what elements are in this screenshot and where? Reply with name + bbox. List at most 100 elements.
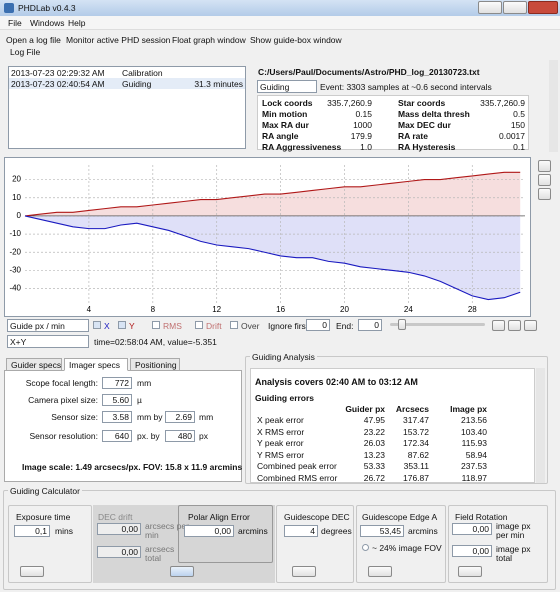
checkbox[interactable] [118,321,126,329]
minus-button[interactable] [508,320,521,331]
end-label: End: [336,321,354,331]
calc-input-box[interactable] [452,545,492,557]
calc-input-box[interactable] [97,523,141,535]
row-value: 172.34 [403,438,429,448]
ignore-spinner: 0 [322,320,327,330]
checkbox-label[interactable]: RMS [163,321,182,331]
calc-input: 0,1 [35,526,47,536]
checkbox-label[interactable]: Drift [206,321,222,331]
plus-button[interactable] [492,320,505,331]
log-time[interactable]: 2013-07-23 02:40:54 AM [11,79,105,89]
spec-input-box[interactable] [102,377,132,389]
tab[interactable] [130,358,180,371]
row-value: 115.93 [461,438,487,448]
slider-track[interactable] [390,323,485,326]
toolbar-button[interactable]: Monitor active PHD session [66,35,171,45]
tab[interactable] [6,358,62,371]
y-tick-label: 10 [12,193,21,202]
checkbox[interactable] [152,321,160,329]
calc-button[interactable] [292,566,316,577]
end-spinner-box[interactable] [358,319,382,331]
calc-title: Polar Align Error [188,512,250,522]
spec-input-box[interactable] [102,411,132,423]
section-dropdown-text[interactable]: Guiding [260,82,290,92]
checkbox-label[interactable]: Y [129,321,135,331]
calc-button[interactable] [170,566,194,577]
row-value: 353.11 [403,461,429,471]
calc-input-box[interactable] [284,525,318,537]
tab-label[interactable]: Imager specs [69,360,121,370]
axis-dropdown-text[interactable]: X+Y [10,337,27,347]
series-area [25,215,521,300]
spec-input-box[interactable] [102,394,132,406]
toolbar-button[interactable]: Float graph window [172,35,246,45]
minus-button[interactable] [524,320,537,331]
spec-input: 640 [114,431,129,441]
calc-input: 0,00 [472,524,489,534]
param-label: Star coords [398,98,446,108]
tab-label[interactable]: Guider specs [11,360,62,370]
ignore-label: Ignore first: [268,321,311,331]
calc-input-box[interactable] [97,546,141,558]
close-button[interactable] [528,1,558,14]
log-event[interactable]: Guiding [122,79,152,89]
calc-input-box[interactable] [184,525,234,537]
spec-unit: px. by [137,431,160,441]
menu-item[interactable]: File [8,18,22,28]
calc-button[interactable] [20,566,44,577]
spec-label: Camera pixel size: [28,395,98,405]
chart: 20 10 0 -10 -20 -30 -40 4 8 12 16 20 24 28 [9,165,525,314]
toolbar-button[interactable]: Show guide-box window [250,35,342,45]
checkbox-label[interactable]: X [104,321,110,331]
log-event[interactable]: Calibration [122,68,163,78]
calc-input: 53,45 [379,526,401,536]
checkbox[interactable] [93,321,101,329]
menu-item[interactable]: Help [68,18,86,28]
calc-input-box[interactable] [14,525,50,537]
mode-dropdown[interactable] [7,319,89,332]
param-label: Lock coords [262,98,313,108]
scrollbar[interactable] [549,60,558,152]
tab[interactable] [64,358,128,371]
ignore-spinner-box[interactable] [306,319,330,331]
calc-unit: arcmins [238,526,268,536]
calc-button[interactable] [368,566,392,577]
param-label: Mass delta thresh [398,109,470,119]
zoom-in-button[interactable] [538,160,551,172]
spec-input-box[interactable] [165,411,195,423]
toolbar-button[interactable]: Open a log file [6,35,61,45]
tab-label[interactable]: Positioning [135,360,177,370]
spec-input: 772 [114,378,129,388]
zoom-out-button[interactable] [538,188,551,200]
selected-row[interactable] [9,78,245,89]
row-value: 103.40 [461,426,487,437]
zoom-fit-button[interactable] [538,174,551,186]
calc-input: 0,00 [472,546,489,556]
calc-input-box[interactable] [360,525,404,537]
calc-panel [178,505,273,563]
spec-input-box[interactable] [102,430,132,442]
checkbox[interactable] [230,321,238,329]
checkbox[interactable] [195,321,203,329]
section-dropdown[interactable] [257,80,317,93]
end-spinner: 0 [374,320,379,330]
analysis-scrollbar[interactable] [536,368,545,483]
menu-item[interactable]: Windows [30,18,65,28]
slider-thumb[interactable] [398,319,406,330]
maximize-button[interactable] [503,1,527,14]
log-time[interactable]: 2013-07-23 02:29:32 AM [11,68,105,78]
calc-input-box[interactable] [452,523,492,535]
spec-unit: mm by [137,412,163,422]
radio[interactable] [362,544,369,551]
row-value: 47.95 [363,415,385,425]
spec-unit: mm [199,412,214,422]
calc-panel [356,505,446,583]
calc-button[interactable] [458,566,482,577]
row-value: 13.23 [363,449,385,460]
minimize-button[interactable] [478,1,502,14]
y-tick-label: 0 [17,211,22,220]
spec-input-box[interactable] [165,430,195,442]
checkbox-label[interactable]: Over [241,321,260,331]
mode-dropdown-text[interactable]: Guide px / min [10,321,65,331]
axis-dropdown[interactable] [7,335,89,348]
